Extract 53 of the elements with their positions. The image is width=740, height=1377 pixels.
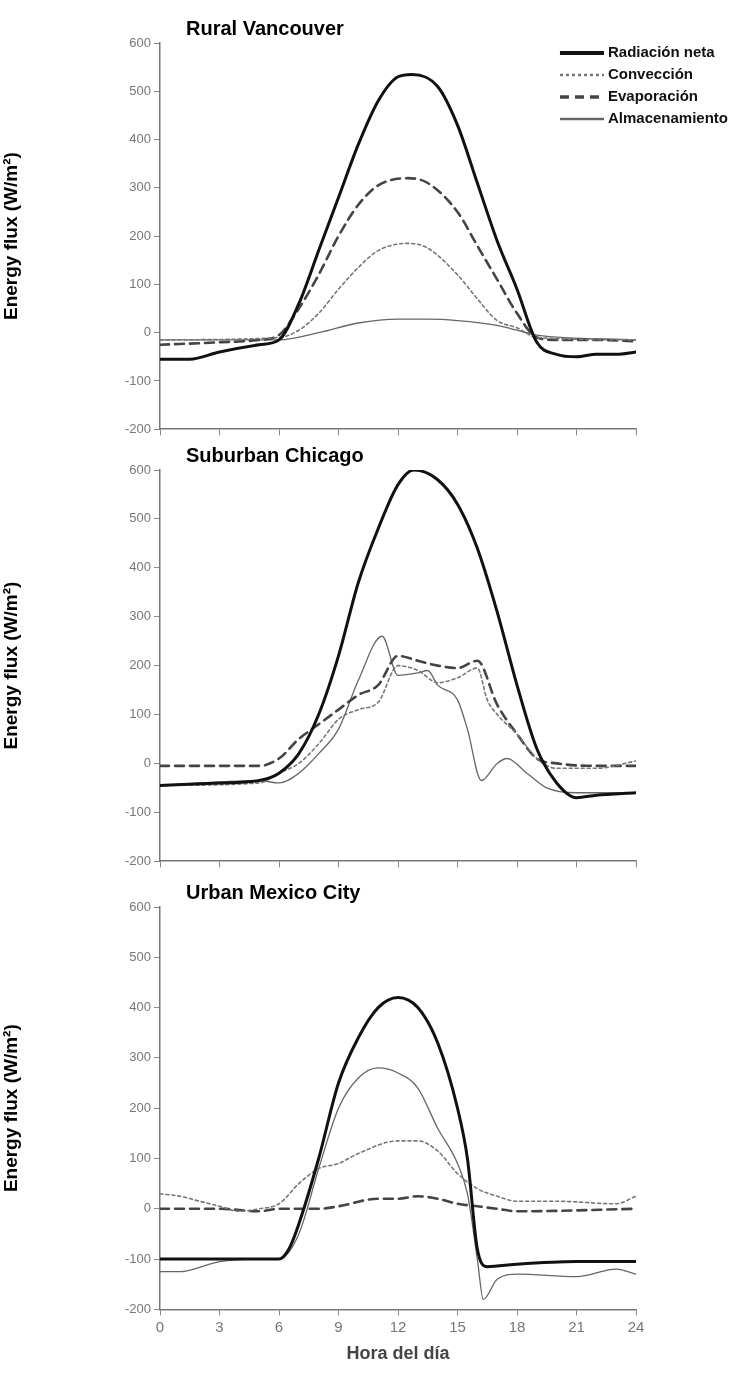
y-tick-label: 600 [129, 461, 151, 477]
legend-label: Almacenamiento [607, 109, 729, 127]
line-series [160, 654, 636, 768]
line-series [160, 1067, 636, 1300]
y-tick-label: 200 [129, 1099, 151, 1115]
y-axis-title: Energy flux (W/m²) [0, 152, 21, 321]
y-axis-title: Energy flux (W/m²) [0, 581, 21, 750]
x-tick-label: 0 [155, 1317, 165, 1335]
x-tick-label: 12 [389, 1317, 407, 1335]
y-tick-label: 600 [129, 898, 151, 914]
chart-title: Rural Vancouver [186, 16, 345, 39]
y-tick-label: -200 [124, 1300, 151, 1316]
x-tick-label: 9 [334, 1317, 343, 1335]
y-axis-title: Energy flux (W/m²) [0, 1024, 21, 1193]
legend-label: Evaporación [607, 87, 698, 105]
x-tick-label: 3 [215, 1317, 224, 1335]
line-series [160, 470, 636, 800]
chart-title: Urban Mexico City [186, 880, 362, 903]
legend-label: Radiación neta [607, 43, 716, 61]
y-tick-label: 0 [143, 754, 151, 770]
x-tick-label: 6 [274, 1317, 284, 1335]
y-tick-label: -100 [124, 372, 151, 388]
chart-title: Suburban Chicago [186, 443, 364, 466]
y-tick-label: 100 [129, 1150, 151, 1166]
y-tick-label: -100 [124, 1250, 151, 1266]
y-tick-label: -200 [124, 420, 151, 436]
y-tick-label: 0 [143, 1200, 151, 1216]
y-tick-label: -100 [124, 803, 151, 819]
y-tick-label: 200 [129, 227, 151, 243]
y-tick-label: 100 [129, 706, 151, 722]
x-tick-label: 24 [627, 1317, 645, 1335]
y-tick-label: -200 [124, 852, 151, 868]
y-tick-label: 400 [129, 131, 151, 147]
x-axis-title: Hora del día [346, 1343, 451, 1364]
y-tick-label: 0 [143, 324, 151, 340]
line-series [160, 318, 636, 341]
y-tick-label: 500 [129, 948, 151, 964]
x-tick-label: 15 [449, 1317, 466, 1335]
y-tick-label: 400 [129, 999, 151, 1015]
legend-label: Convección [607, 65, 693, 83]
y-tick-label: 200 [129, 657, 151, 673]
y-tick-label: 400 [129, 559, 151, 575]
y-tick-label: 500 [129, 510, 151, 526]
line-series [160, 996, 636, 1269]
y-tick-label: 300 [129, 179, 151, 195]
x-tick-label: 18 [508, 1317, 526, 1335]
line-series [160, 176, 636, 347]
y-tick-label: 100 [129, 275, 151, 291]
y-tick-label: 500 [129, 82, 151, 98]
y-tick-label: 300 [129, 1049, 151, 1065]
y-tick-label: 300 [129, 608, 151, 624]
y-tick-label: 600 [129, 34, 151, 50]
x-tick-label: 21 [568, 1317, 585, 1335]
